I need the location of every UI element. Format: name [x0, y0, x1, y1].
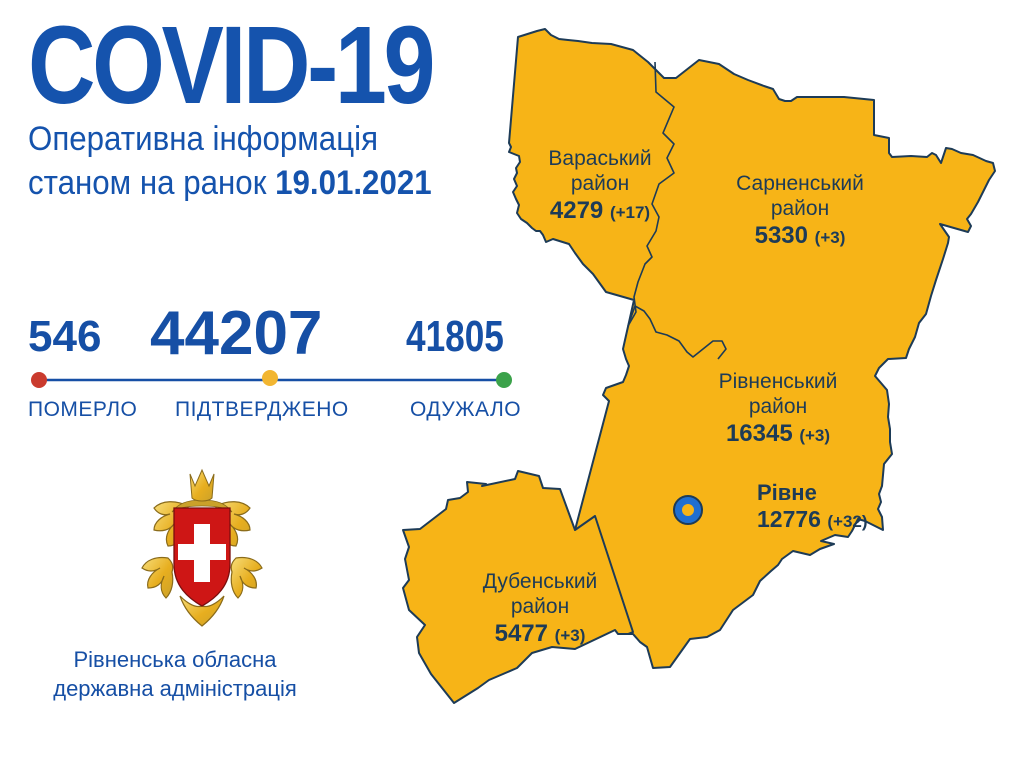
svg-text:Рівне: Рівне: [757, 480, 817, 505]
svg-text:район: район: [771, 197, 829, 220]
svg-text:Сарненський: Сарненський: [736, 172, 864, 195]
svg-text:район: район: [571, 172, 629, 195]
svg-text:Дубенський: Дубенський: [483, 570, 598, 593]
svg-text:Вараський: Вараський: [548, 147, 651, 170]
svg-text:Рівненський: Рівненський: [719, 370, 838, 393]
svg-text:район: район: [749, 395, 807, 418]
svg-text:район: район: [511, 595, 569, 618]
